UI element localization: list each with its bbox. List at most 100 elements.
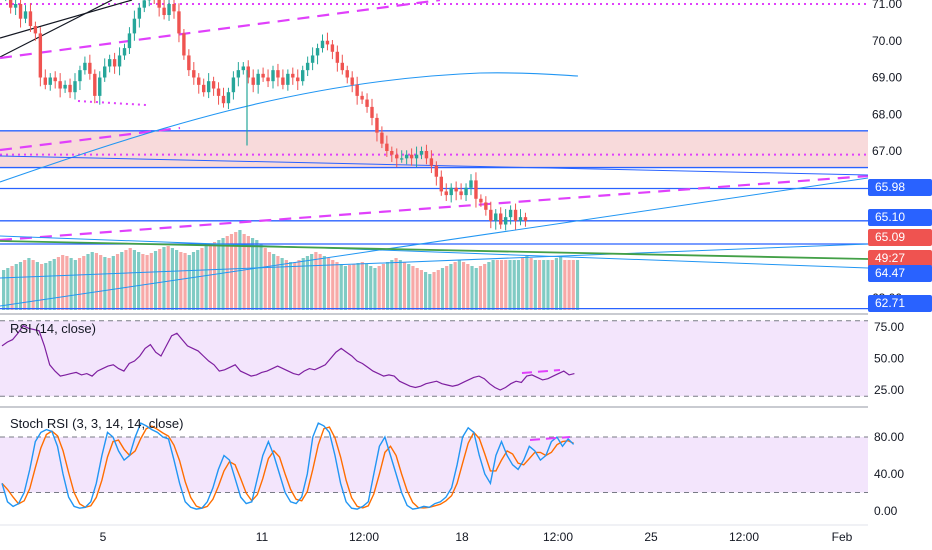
- candle[interactable]: [414, 154, 419, 159]
- trend-line-blue[interactable]: [0, 177, 869, 307]
- trend-line-dashed[interactable]: [0, 126, 181, 152]
- candle[interactable]: [236, 70, 241, 78]
- price-tag[interactable]: [868, 265, 932, 282]
- candle[interactable]: [484, 202, 488, 210]
- candle[interactable]: [429, 158, 434, 166]
- candle[interactable]: [409, 154, 414, 159]
- candle[interactable]: [187, 55, 191, 71]
- candle[interactable]: [103, 66, 107, 78]
- candle[interactable]: [449, 187, 453, 196]
- candle[interactable]: [424, 151, 429, 159]
- candle[interactable]: [78, 70, 82, 82]
- stoch-d-line[interactable]: [1, 425, 574, 509]
- trend-line-blue[interactable]: [0, 235, 869, 269]
- candle[interactable]: [28, 11, 33, 27]
- candle[interactable]: [266, 77, 270, 82]
- candle[interactable]: [301, 70, 305, 82]
- candle[interactable]: [315, 48, 320, 56]
- candle[interactable]: [286, 73, 290, 85]
- candle[interactable]: [172, 4, 176, 12]
- candle[interactable]: [182, 33, 186, 56]
- candle[interactable]: [439, 176, 443, 192]
- trend-line-blue[interactable]: [0, 155, 869, 176]
- candle[interactable]: [360, 95, 364, 100]
- candle[interactable]: [68, 84, 72, 93]
- dotted-segment[interactable]: [77, 100, 147, 106]
- candle[interactable]: [320, 40, 325, 49]
- candle[interactable]: [18, 4, 23, 19]
- candle[interactable]: [419, 151, 424, 155]
- candle[interactable]: [335, 51, 340, 63]
- candle[interactable]: [404, 154, 409, 159]
- candle[interactable]: [122, 48, 127, 56]
- candle[interactable]: [464, 187, 468, 196]
- stoch-k-line[interactable]: [1, 422, 575, 510]
- candle[interactable]: [395, 154, 399, 159]
- candle[interactable]: [13, 4, 18, 8]
- candle[interactable]: [206, 81, 211, 93]
- candle[interactable]: [226, 92, 231, 104]
- candle[interactable]: [112, 59, 117, 67]
- candle[interactable]: [281, 77, 285, 85]
- candle[interactable]: [117, 55, 122, 67]
- candle[interactable]: [73, 81, 77, 93]
- candle[interactable]: [459, 191, 463, 196]
- candle[interactable]: [345, 70, 349, 78]
- candle[interactable]: [23, 11, 28, 19]
- candle[interactable]: [499, 213, 503, 225]
- candle[interactable]: [251, 77, 255, 85]
- price-tag[interactable]: [868, 295, 932, 312]
- candle[interactable]: [246, 66, 250, 78]
- candle[interactable]: [211, 81, 216, 89]
- candle[interactable]: [400, 158, 404, 160]
- trend-line-black[interactable]: [0, 0, 113, 58]
- candle[interactable]: [221, 95, 226, 104]
- candle[interactable]: [8, 0, 13, 8]
- candle[interactable]: [375, 117, 379, 133]
- stoch-trend-line[interactable]: [529, 436, 571, 441]
- candle[interactable]: [167, 4, 171, 16]
- candle[interactable]: [518, 217, 523, 221]
- candle[interactable]: [390, 151, 394, 155]
- candle[interactable]: [508, 209, 513, 218]
- candle[interactable]: [469, 180, 473, 188]
- candle[interactable]: [340, 62, 344, 71]
- candle[interactable]: [454, 187, 458, 192]
- candle[interactable]: [330, 44, 335, 52]
- candle[interactable]: [523, 217, 528, 221]
- candle[interactable]: [256, 73, 260, 85]
- candle[interactable]: [479, 198, 483, 203]
- price-tag[interactable]: [868, 179, 932, 196]
- trend-line-dashed[interactable]: [0, 174, 869, 242]
- candle[interactable]: [370, 106, 374, 118]
- stoch-rsi-title[interactable]: Stoch RSI (3, 3, 14, 14, close): [10, 416, 183, 431]
- candle[interactable]: [43, 77, 47, 85]
- candle[interactable]: [33, 26, 38, 34]
- trend-line-black[interactable]: [0, 0, 133, 39]
- rsi-trend-line[interactable]: [521, 369, 561, 374]
- candle[interactable]: [355, 84, 359, 96]
- candle[interactable]: [513, 209, 518, 221]
- trend-line-dashed[interactable]: [0, 0, 441, 60]
- candle[interactable]: [310, 55, 315, 63]
- candle[interactable]: [489, 209, 493, 221]
- candle[interactable]: [38, 33, 43, 78]
- candle[interactable]: [157, 0, 161, 8]
- candle[interactable]: [296, 77, 300, 82]
- candle[interactable]: [380, 132, 384, 144]
- candle[interactable]: [197, 77, 201, 85]
- price-tag[interactable]: [868, 209, 932, 226]
- candle[interactable]: [162, 7, 166, 16]
- candle[interactable]: [192, 70, 196, 78]
- trend-line-green[interactable]: [0, 240, 869, 260]
- candle[interactable]: [350, 77, 354, 85]
- candle[interactable]: [241, 66, 245, 71]
- rsi-line[interactable]: [1, 324, 575, 391]
- candle[interactable]: [271, 70, 275, 82]
- rsi-title[interactable]: RSI (14, close): [10, 321, 96, 336]
- candle[interactable]: [177, 11, 181, 34]
- candle[interactable]: [261, 73, 265, 78]
- candle[interactable]: [107, 59, 112, 67]
- candle[interactable]: [83, 62, 87, 71]
